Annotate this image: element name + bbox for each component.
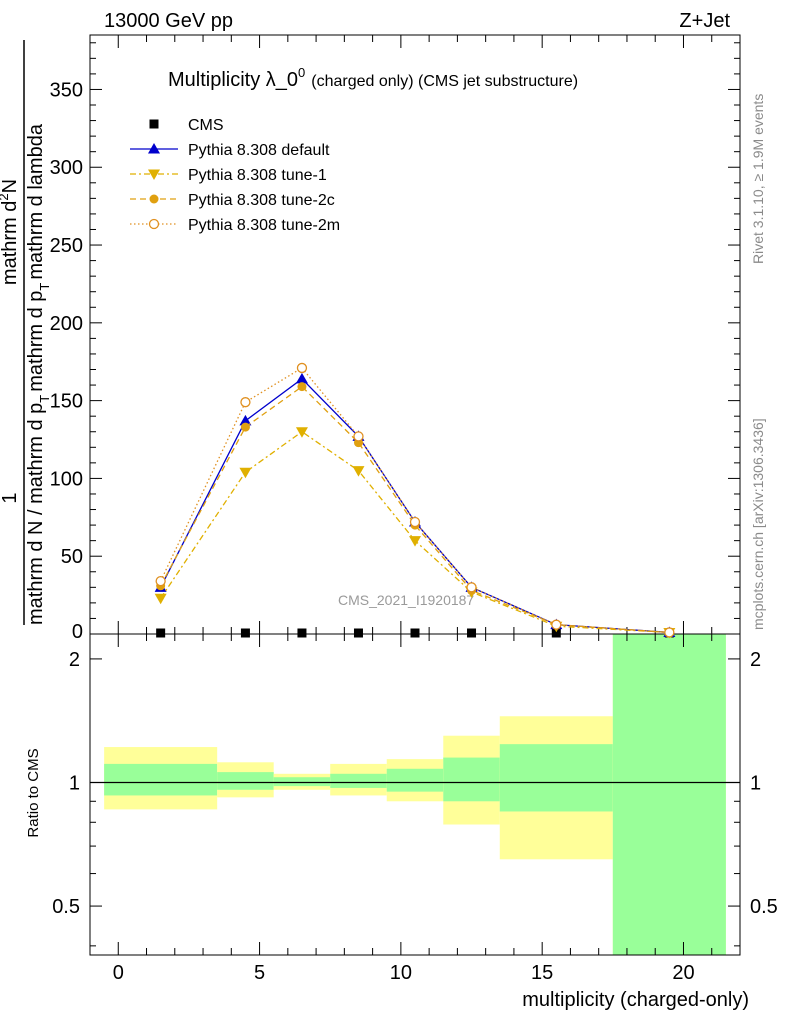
- series-4: [155, 362, 675, 638]
- legend-label: Pythia 8.308 tune-2m: [188, 217, 340, 234]
- process-label: Z+Jet: [679, 10, 730, 32]
- ratio-stat-band: [217, 772, 274, 790]
- ratio-y-tick-label: 0.5: [52, 896, 80, 918]
- y-label-numerator-right: mathrm d2N: [0, 179, 21, 285]
- series-0: [156, 628, 674, 638]
- ratio-y-tick-label: 0.5: [750, 896, 778, 918]
- analysis-watermark: CMS_2021_I1920187: [338, 592, 474, 608]
- rivet-label: Rivet 3.1.10, ≥ 1.9M events: [750, 94, 766, 264]
- ratio-stat-band: [612, 634, 726, 955]
- series-point: [409, 516, 421, 528]
- ratio-stat-band: [104, 763, 218, 796]
- series-point: [353, 628, 363, 638]
- series-point: [409, 536, 421, 547]
- series-point: [297, 628, 307, 638]
- legend-marker: [149, 119, 159, 129]
- y-label-numerator: 1: [0, 492, 21, 503]
- series-point: [295, 372, 308, 384]
- ratio-y-tick-label: 1: [750, 772, 761, 794]
- ratio-stat-band: [443, 757, 500, 802]
- source-label: mcplots.cern.ch [arXiv:1306.3436]: [750, 418, 766, 630]
- x-tick-label: 10: [390, 962, 412, 984]
- ratio-y-tick-label: 2: [69, 649, 80, 671]
- series-point: [297, 382, 307, 392]
- series-point: [551, 628, 561, 638]
- legend-label: Pythia 8.308 default: [188, 142, 330, 159]
- x-tick-label: 0: [113, 962, 124, 984]
- series-point: [239, 414, 252, 426]
- series-point: [155, 575, 166, 587]
- x-tick-label: 15: [531, 962, 553, 984]
- series-layer: [154, 362, 676, 639]
- series-point: [353, 431, 364, 442]
- y-tick-label: 100: [50, 468, 83, 490]
- legend-marker: [148, 143, 160, 154]
- y-tick-label: 350: [50, 79, 83, 101]
- ratio-y-axis-label: Ratio to CMS: [25, 748, 42, 837]
- series-point: [551, 619, 562, 630]
- series-point: [296, 362, 308, 374]
- legend-marker: [148, 218, 160, 230]
- y-tick-label: 150: [50, 391, 83, 413]
- legend-label: CMS: [188, 117, 224, 134]
- ratio-axes: 0 5 10 15 20 0.5 0.5 1 1 2 2: [52, 634, 778, 984]
- legend-marker: [148, 169, 160, 180]
- ratio-y-tick-label: 1: [69, 772, 80, 794]
- series-point: [240, 397, 251, 408]
- series-point: [239, 467, 252, 479]
- series-line: [160, 385, 670, 634]
- x-axis-label: multiplicity (charged-only): [522, 989, 749, 1011]
- series-point: [154, 593, 167, 605]
- main-title: Multiplicity λ_00(charged only) (CMS jet…: [168, 65, 578, 91]
- series-point: [352, 466, 365, 477]
- y-tick-label: 200: [50, 313, 83, 335]
- y-label-denominator: mathrm d N / mathrm d pTmathrm d pTmathr…: [25, 123, 52, 625]
- y-tick-label: 0: [72, 621, 83, 643]
- legend-label: Pythia 8.308 tune-1: [188, 167, 327, 184]
- energy-label: 13000 GeV pp: [104, 10, 233, 32]
- ratio-stat-band: [273, 777, 331, 787]
- main-axes: 50 100 150 200 250 300 350 0: [50, 35, 740, 643]
- x-tick-label: 5: [254, 962, 265, 984]
- legend: CMS Pythia 8.308 default Pythia 8.308 tune…: [130, 117, 340, 234]
- main-y-axis-label: 1 mathrm d2N mathrm d N / mathrm d pTmat…: [0, 40, 52, 625]
- series-point: [664, 627, 675, 638]
- series-point: [156, 628, 166, 638]
- y-tick-label: 50: [61, 546, 83, 568]
- series-point: [240, 422, 250, 432]
- ratio-uncertainty-bands: [90, 634, 740, 955]
- ratio-stat-band: [330, 773, 387, 788]
- legend-label: Pythia 8.308 tune-2c: [188, 192, 335, 209]
- series-point: [410, 628, 420, 638]
- y-tick-label: 300: [50, 157, 83, 179]
- series-line: [160, 367, 670, 634]
- series-line: [160, 430, 670, 634]
- series-point: [240, 628, 250, 638]
- x-tick-label: 20: [672, 962, 694, 984]
- ratio-y-tick-label: 2: [750, 649, 761, 671]
- legend-marker: [149, 194, 159, 204]
- y-tick-label: 250: [50, 235, 83, 257]
- series-point: [295, 427, 308, 438]
- series-point: [466, 582, 477, 593]
- ratio-stat-band: [386, 768, 444, 792]
- series-point: [467, 628, 477, 638]
- ratio-stat-band: [499, 744, 613, 812]
